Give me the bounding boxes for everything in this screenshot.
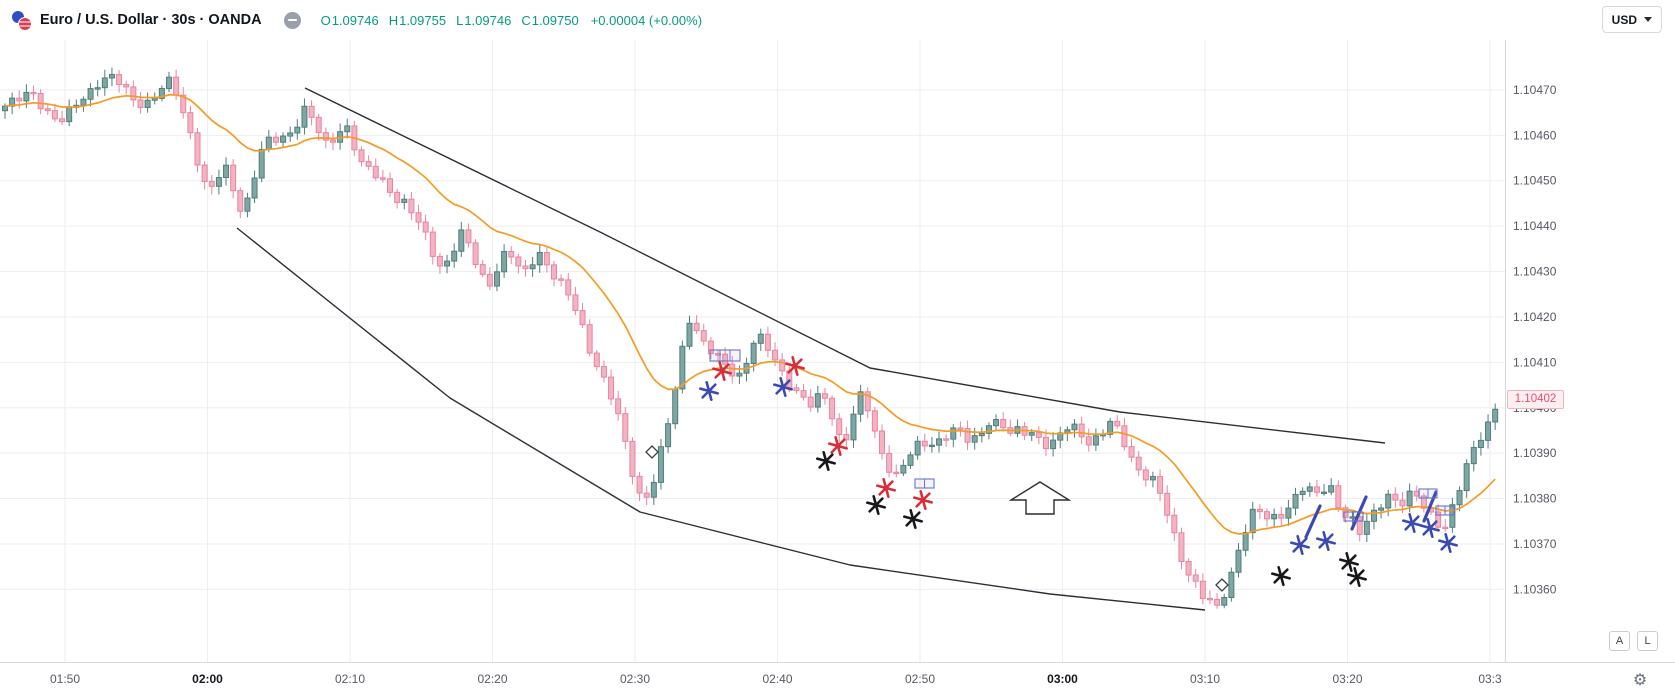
up-arrow-marker xyxy=(1008,481,1072,515)
ohlc-high-value: 1.09755 xyxy=(399,12,447,28)
trendline-upper[interactable] xyxy=(304,87,1386,444)
blue-asterisk-marker xyxy=(1404,515,1420,531)
blue-asterisk-marker xyxy=(701,383,717,399)
time-tick-label: 02:50 xyxy=(905,672,935,686)
ohlc-low-label: L xyxy=(456,12,464,28)
time-tick-label: 01:50 xyxy=(50,672,80,686)
time-axis[interactable]: 01:50 02:00 02:10 02:20 02:30 02:40 02:50 03:00… xyxy=(50,672,1502,686)
blue-asterisk-marker xyxy=(1440,535,1456,551)
red-asterisk-marker xyxy=(915,492,931,508)
minus-icon xyxy=(287,19,297,21)
time-tick-label: 03:00 xyxy=(1047,672,1078,686)
ohlc-close-value: 1.09750 xyxy=(531,12,579,28)
time-tick-label: 03:3 xyxy=(1478,672,1502,686)
price-tick-label: 1.10440 xyxy=(1513,219,1557,233)
ohlc-low-value: 1.09746 xyxy=(464,12,512,28)
time-tick-label: 03:20 xyxy=(1332,672,1362,686)
last-price-badge: 1.10402 xyxy=(1507,389,1564,409)
currency-selector-button[interactable]: USD xyxy=(1601,6,1662,33)
visibility-toggle-icon[interactable] xyxy=(283,11,301,29)
time-tick-label: 02:20 xyxy=(477,672,507,686)
red-asterisk-marker xyxy=(714,363,730,379)
symbol-pair-icon xyxy=(10,9,33,32)
price-axis[interactable]: 1.10470 1.10460 1.10450 1.10440 1.10430 1.104… xyxy=(1513,83,1557,596)
blue-asterisk-marker xyxy=(1292,537,1308,553)
drawings[interactable] xyxy=(645,349,1458,592)
price-tick-label: 1.10470 xyxy=(1513,83,1557,97)
blue-asterisk-marker xyxy=(1318,533,1334,549)
red-asterisk-marker xyxy=(878,480,894,496)
red-asterisk-marker xyxy=(830,438,846,454)
diamond-marker xyxy=(645,445,659,459)
price-tick-label: 1.10370 xyxy=(1513,537,1557,551)
currency-label: USD xyxy=(1611,12,1637,27)
black-asterisk-marker xyxy=(868,497,884,513)
time-tick-label: 02:30 xyxy=(620,672,650,686)
price-change: +0.00004 (+0.00%) xyxy=(590,12,703,28)
symbol-title[interactable]: Euro / U.S. Dollar · 30s · OANDA xyxy=(40,12,262,28)
blue-slash-marker xyxy=(1422,490,1438,523)
ohlc-high-label: H xyxy=(388,12,399,28)
log-scale-button[interactable]: L xyxy=(1637,631,1658,651)
black-asterisk-marker xyxy=(1341,554,1357,570)
black-asterisk-marker xyxy=(1349,569,1365,585)
time-tick-label: 02:00 xyxy=(192,672,223,686)
price-tick-label: 1.10380 xyxy=(1513,492,1557,506)
blue-asterisk-marker xyxy=(775,379,791,395)
chevron-down-icon xyxy=(1644,17,1652,22)
blue-slash-marker xyxy=(1304,504,1322,539)
candles xyxy=(2,67,1499,609)
black-asterisk-marker xyxy=(818,453,834,469)
settings-gear-icon[interactable]: ⚙ xyxy=(1632,672,1648,689)
black-asterisk-marker xyxy=(905,511,921,527)
blue-slash-marker xyxy=(1350,495,1368,531)
price-tick-label: 1.10410 xyxy=(1513,355,1557,369)
time-tick-label: 03:10 xyxy=(1190,672,1220,686)
price-tick-label: 1.10460 xyxy=(1513,128,1557,142)
price-box-marker xyxy=(709,349,741,362)
price-tick-label: 1.10360 xyxy=(1513,582,1557,596)
ohlc-readout: O 1.09746 H 1.09755 L 1.09746 C 1.09750 +0.0… xyxy=(321,13,702,28)
price-tick-label: 1.10450 xyxy=(1513,174,1557,188)
time-tick-label: 02:10 xyxy=(335,672,365,686)
legend-bar: Euro / U.S. Dollar · 30s · OANDA O 1.0974… xyxy=(0,0,1675,40)
ma-line[interactable] xyxy=(4,94,1496,535)
ohlc-open-value: 1.09746 xyxy=(331,12,379,28)
trendline-lower[interactable] xyxy=(236,227,1206,611)
auto-scale-button[interactable]: A xyxy=(1609,631,1630,651)
diamond-marker xyxy=(1215,578,1229,592)
price-tick-label: 1.10430 xyxy=(1513,265,1557,279)
ohlc-close-label: C xyxy=(521,12,531,28)
ohlc-open-label: O xyxy=(320,12,331,28)
blue-asterisk-marker xyxy=(1422,520,1438,536)
time-tick-label: 02:40 xyxy=(762,672,792,686)
price-tick-label: 1.10420 xyxy=(1513,310,1557,324)
price-tick-label: 1.10390 xyxy=(1513,446,1557,460)
red-asterisk-marker xyxy=(787,358,803,374)
black-asterisk-marker xyxy=(1273,568,1289,584)
